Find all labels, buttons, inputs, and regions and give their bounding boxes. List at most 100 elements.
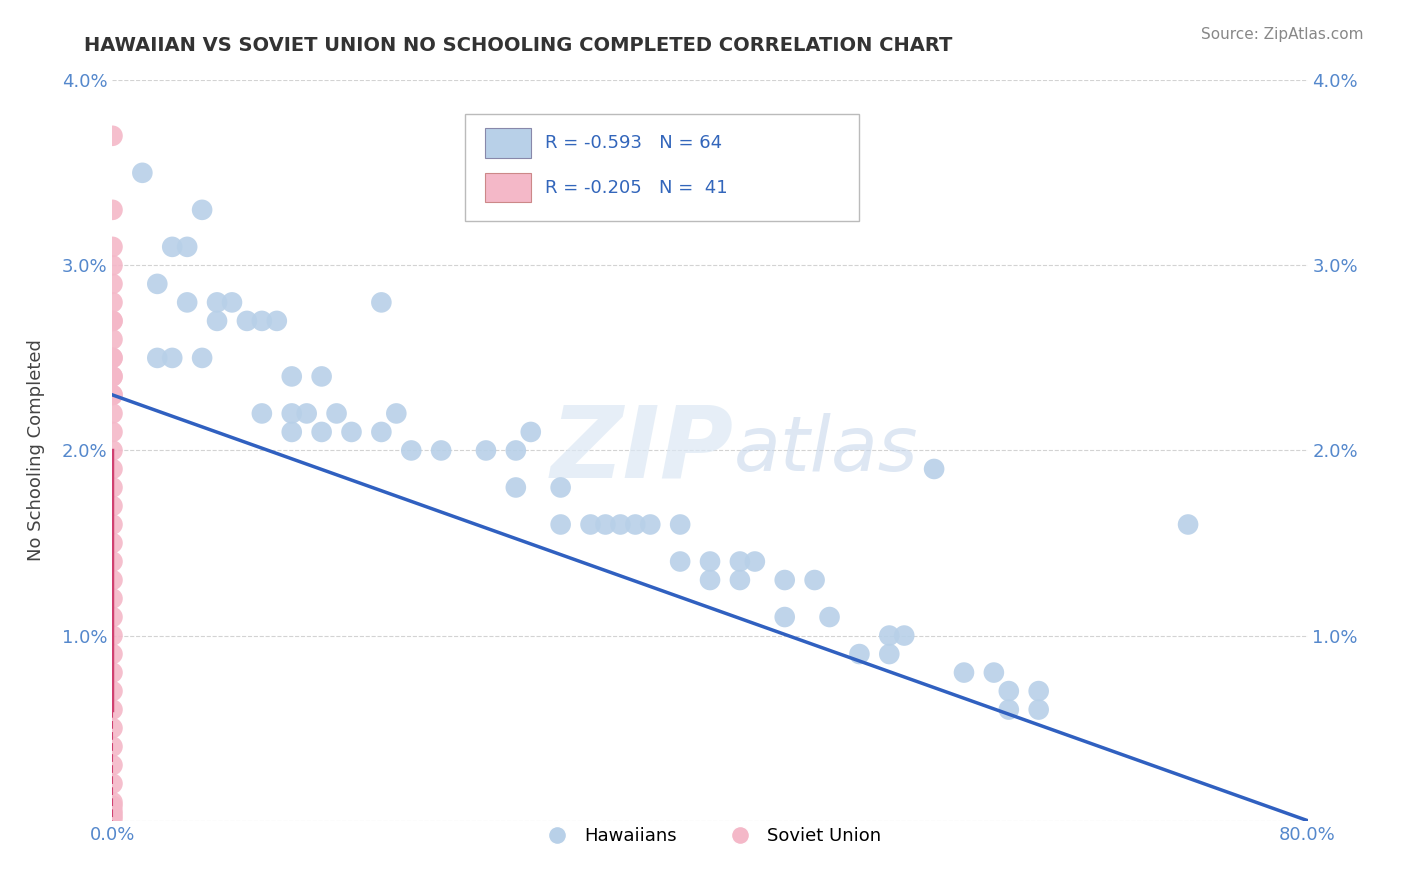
Text: ZIP: ZIP: [551, 402, 734, 499]
Point: [101, 628, 124, 642]
Point: [101, 739, 124, 754]
Point: [101, 684, 124, 698]
Point: [101, 703, 124, 717]
Point: [101, 776, 124, 791]
Point: [101, 573, 124, 587]
Point: [101, 369, 124, 384]
Point: [311, 369, 333, 384]
Point: [953, 665, 976, 680]
Point: [101, 314, 124, 328]
Point: [848, 647, 870, 661]
Point: [176, 295, 198, 310]
Point: [669, 517, 692, 532]
Point: [595, 517, 617, 532]
Point: [281, 369, 304, 384]
Point: [191, 351, 214, 365]
Point: [699, 573, 721, 587]
Point: [162, 351, 183, 365]
Point: [669, 554, 692, 569]
Point: [370, 295, 392, 310]
Point: [385, 407, 408, 421]
Point: [983, 665, 1005, 680]
Point: [370, 425, 392, 439]
Point: [101, 202, 124, 217]
Point: [101, 665, 124, 680]
Point: [101, 591, 124, 606]
Point: [101, 798, 124, 813]
Point: [550, 481, 572, 495]
Point: [101, 388, 124, 402]
Point: [101, 240, 124, 254]
Point: [998, 703, 1021, 717]
Point: [311, 425, 333, 439]
Point: [101, 443, 124, 458]
Point: [205, 295, 228, 310]
Text: HAWAIIAN VS SOVIET UNION NO SCHOOLING COMPLETED CORRELATION CHART: HAWAIIAN VS SOVIET UNION NO SCHOOLING CO…: [84, 36, 953, 54]
Point: [728, 554, 751, 569]
Point: [1028, 684, 1050, 698]
Point: [101, 517, 124, 532]
Point: [699, 554, 721, 569]
Point: [1177, 517, 1199, 532]
Point: [325, 407, 347, 421]
Point: [893, 628, 915, 642]
Point: [101, 554, 124, 569]
Point: [101, 128, 124, 143]
Legend: Hawaiians, Soviet Union: Hawaiians, Soviet Union: [531, 820, 889, 853]
Point: [101, 610, 124, 624]
Point: [101, 425, 124, 439]
Point: [101, 758, 124, 772]
Point: [728, 573, 751, 587]
Point: [773, 610, 796, 624]
Point: [221, 295, 243, 310]
Point: [250, 314, 273, 328]
Point: [101, 462, 124, 476]
Point: [131, 166, 153, 180]
Point: [101, 721, 124, 735]
Bar: [485, 173, 531, 202]
Point: [773, 573, 796, 587]
Point: [818, 610, 841, 624]
Point: [430, 443, 453, 458]
Point: [101, 333, 124, 347]
Point: [295, 407, 318, 421]
Point: [101, 388, 124, 402]
Point: [609, 517, 631, 532]
Point: [101, 481, 124, 495]
Point: [101, 351, 124, 365]
Point: [101, 407, 124, 421]
FancyBboxPatch shape: [465, 113, 859, 221]
Point: [879, 628, 901, 642]
Point: [101, 259, 124, 273]
Point: [101, 805, 124, 819]
Text: R = -0.593   N = 64: R = -0.593 N = 64: [546, 134, 723, 153]
Point: [101, 277, 124, 291]
Point: [1028, 703, 1050, 717]
Point: [475, 443, 498, 458]
Point: [101, 812, 124, 826]
Point: [191, 202, 214, 217]
Point: [205, 314, 228, 328]
Point: [176, 240, 198, 254]
Point: [640, 517, 662, 532]
Point: [250, 407, 273, 421]
Point: [520, 425, 543, 439]
Point: [505, 443, 527, 458]
Point: [101, 295, 124, 310]
Point: [266, 314, 288, 328]
Point: [101, 314, 124, 328]
Point: [101, 499, 124, 513]
Point: [101, 647, 124, 661]
Text: atlas: atlas: [734, 414, 918, 487]
Point: [922, 462, 945, 476]
Point: [550, 517, 572, 532]
Text: Source: ZipAtlas.com: Source: ZipAtlas.com: [1201, 27, 1364, 42]
Point: [101, 369, 124, 384]
Point: [281, 407, 304, 421]
Point: [340, 425, 363, 439]
Point: [236, 314, 259, 328]
Point: [146, 351, 169, 365]
Point: [803, 573, 825, 587]
Point: [162, 240, 183, 254]
Point: [101, 808, 124, 822]
